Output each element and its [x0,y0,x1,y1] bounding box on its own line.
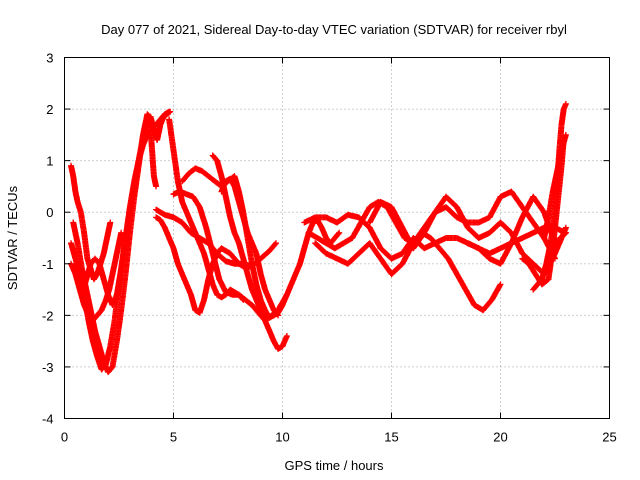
x-tick-label: 5 [170,430,177,445]
x-tick-label: 10 [275,430,289,445]
x-tick-label: 25 [602,430,616,445]
data-points [68,100,569,376]
y-tick-label: -4 [42,412,54,427]
point-markers [209,152,290,352]
axis-ticks: 0 5 10 15 20 25 -4 -3 -2 -1 0 1 2 3 [42,51,617,445]
point-markers [218,175,282,319]
y-tick-label: -2 [42,308,54,323]
point-markers [541,131,569,241]
x-axis-label: GPS time / hours [285,458,384,473]
grid [64,57,610,419]
x-tick-label: 0 [61,430,68,445]
y-tick-label: 2 [46,102,53,117]
series-pass-5 [78,108,173,308]
y-tick-label: -1 [42,257,54,272]
y-tick-label: 0 [46,205,53,220]
point-markers [166,116,247,303]
y-tick-label: -3 [42,360,54,375]
series-pass-12 [218,175,282,319]
chart-title: Day 077 of 2021, Sidereal Day-to-day VTE… [101,22,567,37]
series-pass-6 [166,116,247,303]
plot-frame [64,57,610,419]
series-pass-13 [270,216,343,319]
series-pass-11 [209,152,290,352]
y-tick-label: 1 [46,154,53,169]
y-axis-label: SDTVAR / TECUs [5,185,20,290]
point-markers [270,216,343,319]
x-tick-label: 20 [493,430,507,445]
series-pass-21 [541,131,569,241]
y-tick-label: 3 [46,51,53,66]
x-tick-label: 15 [384,430,398,445]
point-markers [78,108,173,308]
